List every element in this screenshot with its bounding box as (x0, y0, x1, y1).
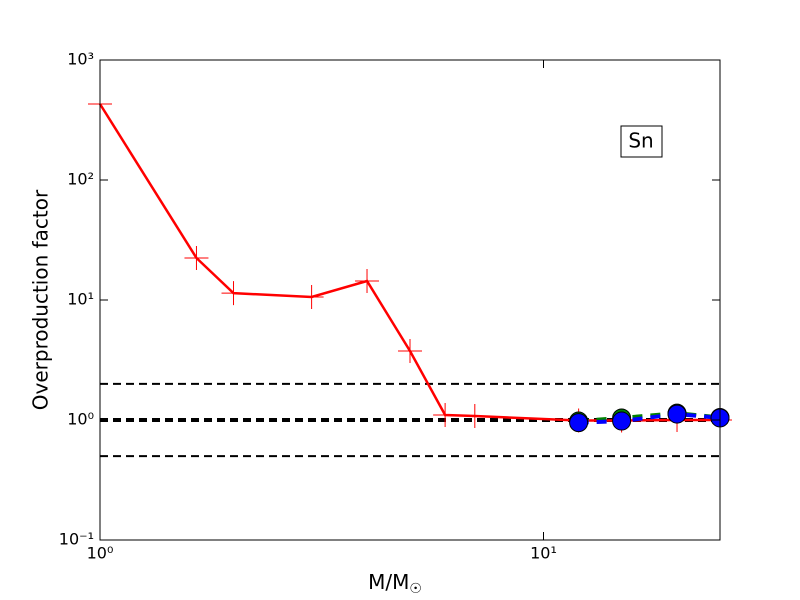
x-label-main: M/M (368, 570, 409, 594)
marker (299, 284, 324, 309)
marker (221, 281, 246, 306)
marker (398, 338, 422, 363)
y-tick-label: 10⁰ (67, 410, 94, 429)
marker (184, 245, 209, 270)
x-label-sub: ☉ (409, 581, 422, 597)
marker (612, 411, 632, 431)
y-tick-label: 10² (67, 170, 94, 189)
marker (667, 404, 687, 424)
annotation: Sn (628, 129, 653, 153)
marker (355, 268, 380, 293)
x-tick-label: 10⁰ (87, 544, 114, 563)
marker (569, 413, 589, 433)
y-axis-label: Overproduction factor (29, 189, 53, 410)
y-tick-label: 10⁻¹ (59, 530, 94, 549)
series-line (578, 412, 721, 425)
marker (462, 403, 487, 428)
x-tick-label: 10¹ (530, 544, 557, 563)
x-axis-label: M/M☉ (368, 570, 422, 598)
y-tick-label: 10¹ (67, 290, 94, 309)
annotation-box (620, 125, 663, 158)
marker (433, 403, 458, 428)
y-tick-label: 10³ (67, 50, 94, 69)
series-line (578, 411, 721, 424)
